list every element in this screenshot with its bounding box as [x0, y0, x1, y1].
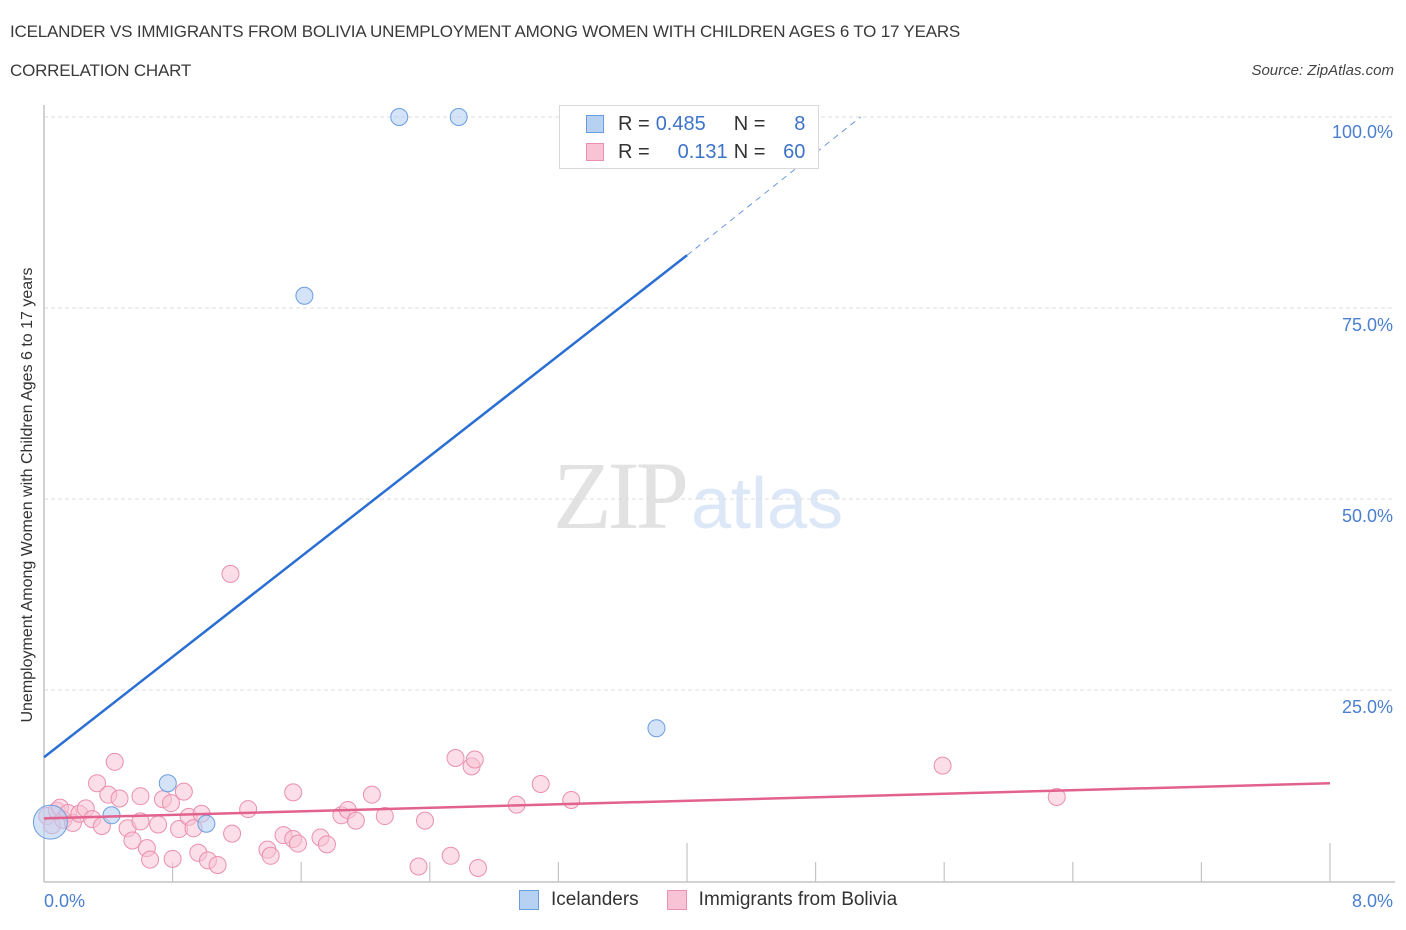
legend-item-icelanders[interactable]: Icelanders	[519, 889, 639, 911]
x-tick-0: 0.0%	[44, 891, 86, 911]
bolivia-points	[38, 564, 1066, 878]
y-tick-25: 25.0%	[1341, 697, 1393, 717]
y-tick-75: 75.0%	[1341, 315, 1393, 335]
correlation-legend: R = 0.485 N = 8 R = 0.131 N = 60	[559, 105, 819, 169]
legend-row-bolivia: R = 0.131 N = 60	[586, 140, 805, 164]
legend-label: Icelanders	[551, 889, 639, 910]
chart-subtitle: CORRELATION CHART	[10, 61, 192, 80]
chart-title: ICELANDER VS IMMIGRANTS FROM BOLIVIA UNE…	[10, 22, 961, 41]
r-value: 0.485	[655, 112, 706, 135]
r-value: 0.131	[677, 140, 728, 163]
x-tick-8: 8.0%	[1351, 891, 1393, 911]
series-legend: Icelanders Immigrants from Bolivia	[519, 889, 925, 911]
axes	[43, 105, 1395, 883]
pink-swatch-icon	[586, 143, 604, 161]
watermark-zip: ZIP	[553, 442, 689, 549]
y-axis-label: Unemployment Among Women with Children A…	[19, 267, 36, 723]
n-label: N =	[733, 112, 766, 135]
n-value: 60	[783, 140, 806, 163]
blue-swatch-icon	[586, 115, 604, 133]
legend-label: Immigrants from Bolivia	[698, 889, 898, 910]
icelander-points	[32, 108, 666, 840]
gridlines	[44, 116, 1395, 691]
legend-row-icelanders: R = 0.485 N = 8	[586, 112, 805, 136]
legend-item-bolivia[interactable]: Immigrants from Bolivia	[666, 889, 898, 911]
pink-swatch-icon	[666, 890, 687, 910]
trendlines	[43, 116, 1331, 820]
n-label: N =	[733, 140, 766, 163]
source-label: Source: ZipAtlas.com	[1251, 62, 1394, 79]
watermark: ZIP atlas	[553, 440, 843, 551]
n-value: 8	[794, 112, 806, 135]
watermark-atlas: atlas	[691, 464, 844, 544]
blue-swatch-icon	[519, 890, 539, 910]
r-label: R =	[618, 140, 650, 163]
y-tick-100: 100.0%	[1331, 122, 1393, 142]
y-tick-50: 50.0%	[1341, 506, 1393, 526]
r-label: R =	[618, 112, 650, 135]
